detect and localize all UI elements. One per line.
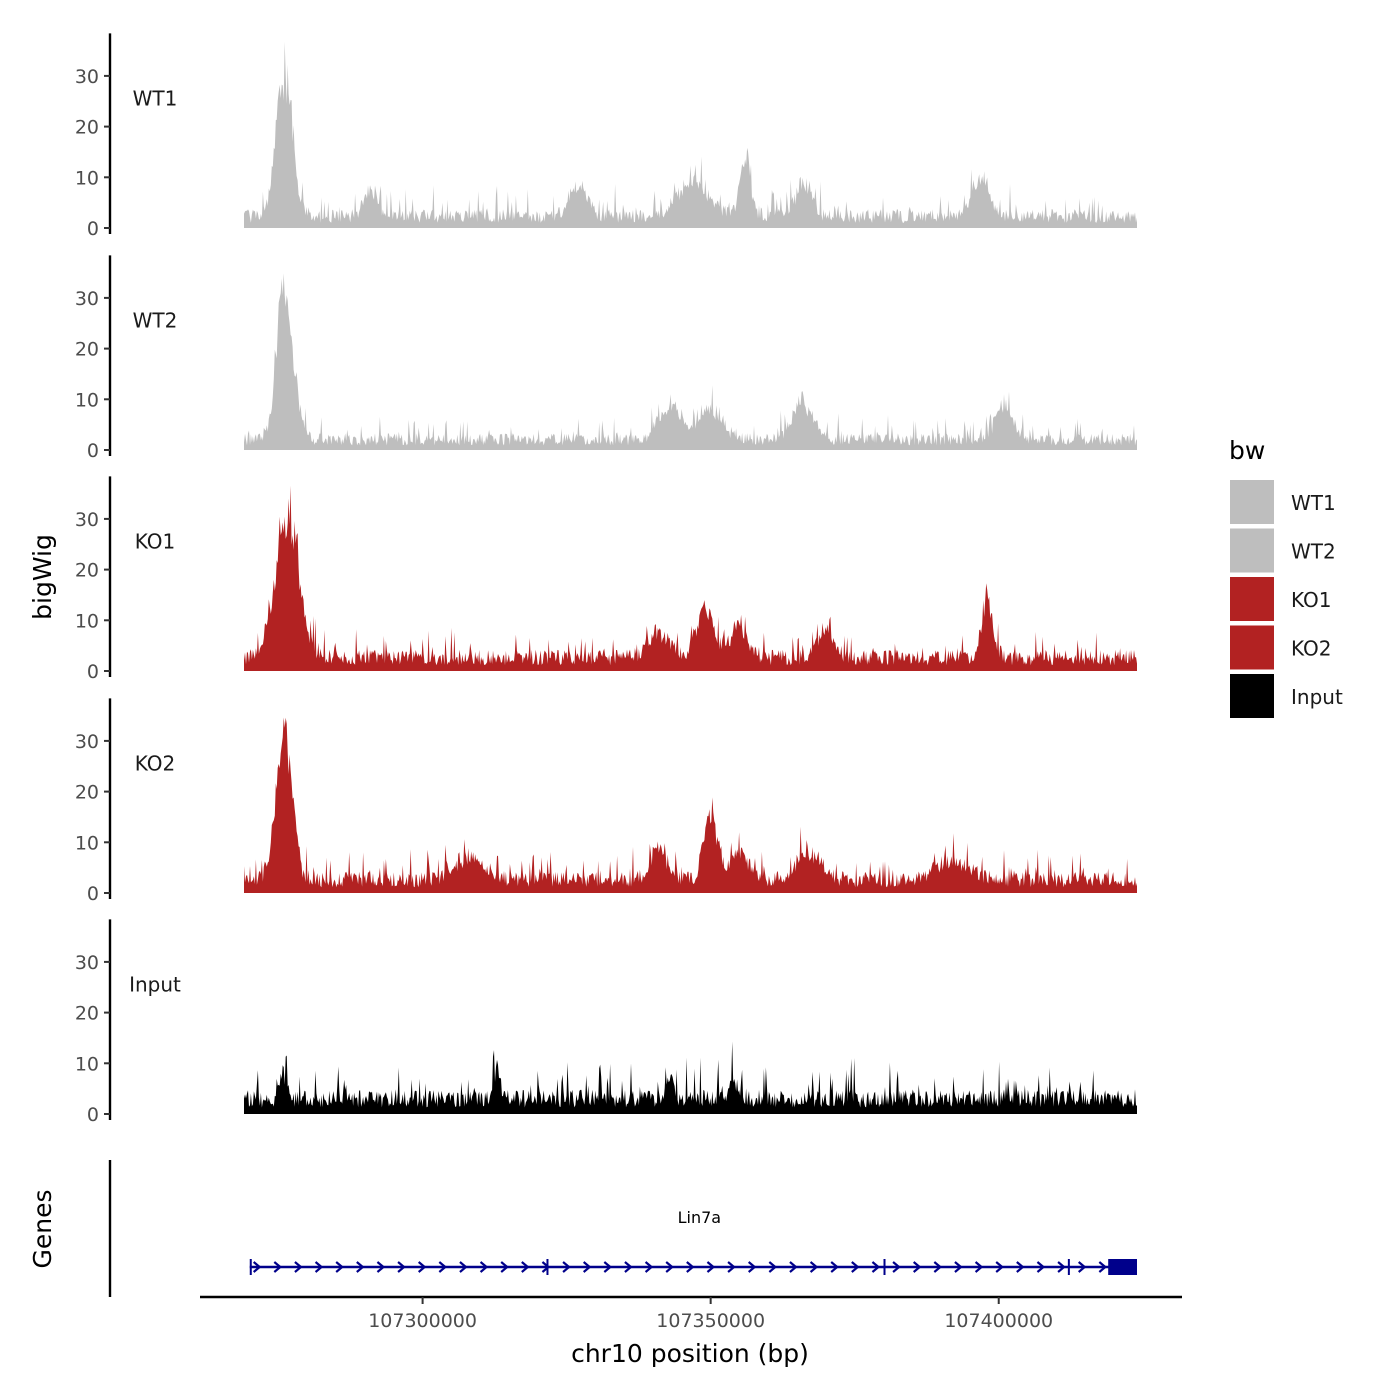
strand-arrow (479, 1261, 489, 1273)
gene-exon (1108, 1259, 1137, 1275)
strand-arrow (500, 1261, 509, 1273)
legend-key-ko2 (1230, 625, 1274, 670)
y-tick-label-ko1-20: 20 (75, 560, 99, 582)
legend-label-input: Input (1291, 685, 1343, 709)
track-label-wt2: WT2 (133, 308, 178, 332)
x-tick-label-107400000: 107400000 (944, 1310, 1053, 1332)
legend-title: bw (1229, 436, 1265, 465)
x-tick-label-107350000: 107350000 (656, 1310, 765, 1332)
strand-arrow (417, 1261, 427, 1273)
track-label-wt1: WT1 (133, 86, 178, 110)
strand-arrow (294, 1261, 303, 1273)
y-tick-label-wt1-20: 20 (75, 117, 99, 139)
strand-arrow (892, 1261, 901, 1273)
y-tick-label-input-30: 30 (75, 952, 99, 974)
strand-arrow (830, 1261, 839, 1273)
y-tick-label-wt1-10: 10 (75, 167, 99, 189)
strand-arrow (995, 1261, 1004, 1273)
gene-exon (1067, 1259, 1070, 1275)
strand-arrow (624, 1261, 633, 1273)
strand-arrow (397, 1261, 406, 1273)
strand-arrow (521, 1261, 530, 1273)
strand-arrow (768, 1261, 778, 1273)
strand-arrow (314, 1261, 324, 1273)
y-tick-label-wt1-30: 30 (75, 66, 99, 88)
strand-arrow (1057, 1261, 1066, 1273)
strand-arrow (582, 1261, 592, 1273)
coverage-area-input (244, 1041, 1137, 1114)
y-tick-label-ko2-30: 30 (75, 731, 99, 753)
legend-label-ko1: KO1 (1291, 588, 1332, 612)
strand-arrow (706, 1261, 716, 1273)
strand-arrow (459, 1261, 468, 1273)
y-tick-label-wt2-20: 20 (75, 339, 99, 361)
legend-key-input (1230, 674, 1274, 718)
y-tick-label-wt2-30: 30 (75, 288, 99, 310)
gene-track: Lin7a (249, 1208, 1137, 1275)
strand-arrow (335, 1261, 344, 1273)
x-tick-label-107300000: 107300000 (368, 1310, 477, 1332)
track-label-input: Input (129, 972, 181, 996)
strand-arrow (562, 1261, 571, 1273)
strand-arrow (356, 1261, 365, 1273)
y-tick-label-ko1-30: 30 (75, 509, 99, 531)
coverage-tracks (244, 41, 1137, 1114)
legend-key-wt1 (1230, 480, 1274, 524)
strand-arrow (789, 1261, 798, 1273)
y-tick-label-ko2-20: 20 (75, 782, 99, 804)
y-tick-label-input-0: 0 (87, 1104, 99, 1126)
legend: WT1 WT2 KO1 KO2 Input (1230, 480, 1343, 718)
genes-axis-title: Genes (28, 1189, 57, 1268)
y-tick-label-wt2-0: 0 (87, 440, 99, 462)
strand-arrow (933, 1261, 943, 1273)
axes: 0 10 20 30 WT1 0 10 20 30 WT2 0 10 20 30 KO1 0 10 20 30 KO2… (75, 33, 1182, 1332)
y-tick-label-ko1-10: 10 (75, 610, 99, 632)
track-label-ko1: KO1 (135, 529, 176, 553)
legend-key-wt2 (1230, 528, 1274, 573)
strand-arrow (954, 1261, 963, 1273)
y-tick-label-wt2-10: 10 (75, 389, 99, 411)
strand-arrow (273, 1261, 283, 1273)
strand-arrow (376, 1261, 386, 1273)
strand-arrow (851, 1261, 860, 1273)
legend-label-ko2: KO2 (1291, 637, 1332, 661)
strand-arrow (686, 1261, 695, 1273)
strand-arrow (1036, 1261, 1046, 1273)
gene-exon (249, 1259, 252, 1275)
y-tick-label-wt1-0: 0 (87, 218, 99, 240)
gene-name-label: Lin7a (678, 1208, 721, 1227)
y-tick-label-ko2-0: 0 (87, 883, 99, 905)
strand-arrow (727, 1261, 736, 1273)
strand-arrow (747, 1261, 757, 1273)
gene-exon (883, 1259, 886, 1275)
strand-arrow (644, 1261, 654, 1273)
y-tick-label-ko1-0: 0 (87, 661, 99, 683)
gene-exon (546, 1259, 549, 1275)
y-axis-title: bigWig (28, 534, 57, 620)
y-tick-label-ko2-10: 10 (75, 832, 99, 854)
strand-arrow (1077, 1261, 1087, 1273)
strand-arrow (1016, 1261, 1025, 1273)
track-label-ko2: KO2 (135, 751, 176, 775)
strand-arrow (912, 1261, 922, 1273)
strand-arrow (438, 1261, 448, 1273)
strand-arrow (871, 1261, 881, 1273)
strand-arrow (665, 1261, 674, 1273)
y-tick-label-input-10: 10 (75, 1053, 99, 1075)
legend-label-wt2: WT2 (1291, 540, 1336, 564)
strand-arrow (252, 1261, 262, 1273)
strand-arrow (974, 1261, 984, 1273)
coverage-area-wt1 (244, 41, 1137, 228)
legend-key-ko1 (1230, 577, 1274, 621)
legend-label-wt1: WT1 (1291, 491, 1336, 515)
x-axis-title: chr10 position (bp) (571, 1339, 809, 1368)
y-tick-label-input-20: 20 (75, 1003, 99, 1025)
strand-arrow (809, 1261, 819, 1273)
strand-arrow (603, 1261, 613, 1273)
strand-arrow (1098, 1261, 1108, 1273)
